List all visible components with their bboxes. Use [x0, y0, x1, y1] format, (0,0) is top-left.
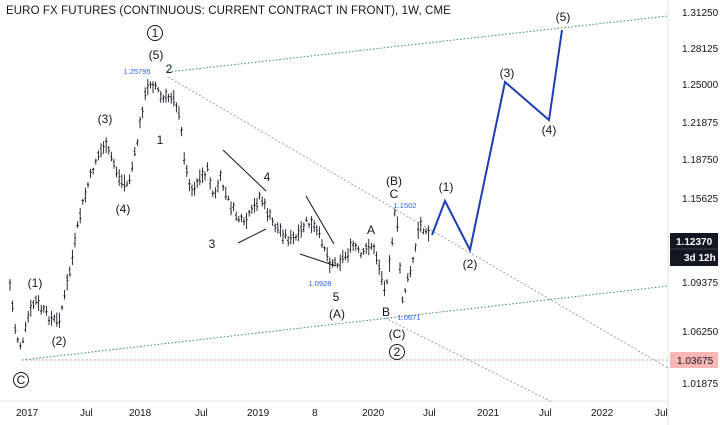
- wave-label: (C): [389, 327, 406, 341]
- x-tick: 2018: [129, 408, 152, 419]
- wave-label: (A): [329, 307, 345, 321]
- wave-label: 5: [333, 290, 340, 304]
- price-annotation: 1.1502: [394, 201, 417, 210]
- circled-wave-marker: [13, 372, 29, 388]
- wave-label: (5): [556, 10, 571, 24]
- wave-label: A: [367, 223, 375, 237]
- wave-label: (4): [542, 123, 557, 137]
- y-tick: 1.31250: [682, 8, 719, 19]
- last-price-badge: 1.12370 3d 12h: [670, 233, 718, 266]
- circled-labels: 1 2 C: [13, 25, 405, 388]
- x-tick: Jul: [539, 408, 552, 419]
- circled-wave-label: C: [17, 373, 26, 387]
- lower-channel-line: [21, 285, 669, 361]
- wave-label: 2: [166, 62, 173, 76]
- x-tick: 8: [312, 408, 318, 419]
- wedge-lines: [222, 149, 337, 267]
- last-price-value: 1.12370: [676, 237, 713, 248]
- x-tick: 2022: [591, 408, 614, 419]
- wedge-line: [299, 253, 337, 267]
- wave-label: (3): [98, 112, 113, 126]
- wave-label: (1): [28, 276, 43, 290]
- x-tick: Jul: [80, 408, 93, 419]
- wave-label: 4: [264, 170, 271, 184]
- reference-level-badge: 1.03675: [670, 352, 718, 368]
- y-tick: 1.25000: [682, 80, 719, 91]
- x-tick: 2019: [247, 408, 270, 419]
- wave-label: (3): [500, 66, 515, 80]
- upper-channel-line: [167, 15, 669, 73]
- price-annotation: 1.0928: [309, 279, 332, 288]
- wave-label: C: [390, 187, 399, 201]
- candlestick-series: [8, 79, 430, 350]
- price-annotations: 1.25795 1.1502 1.0928 1.0671: [123, 67, 420, 322]
- y-tick: 1.01875: [682, 379, 719, 390]
- price-annotation: 1.25795: [123, 67, 150, 76]
- price-axis: 1.31250 1.28125 1.25000 1.21875 1.18750 …: [682, 8, 719, 390]
- circled-wave-marker: [147, 25, 163, 41]
- y-tick: 1.18750: [682, 155, 719, 166]
- projection-path: [431, 29, 563, 253]
- wedge-line: [222, 149, 267, 192]
- x-tick: 2021: [477, 408, 500, 419]
- wave-label: (B): [386, 174, 402, 188]
- x-tick: Jul: [423, 408, 436, 419]
- wave-label: (1): [439, 180, 454, 194]
- wave-label: (2): [463, 257, 478, 271]
- y-tick: 1.21875: [682, 118, 719, 129]
- downtrend-line-lower: [384, 317, 553, 403]
- y-tick: 1.09375: [682, 278, 719, 289]
- y-tick: 1.06250: [682, 327, 719, 338]
- wave-labels: (1) (2) (3) (4) (5) 2 1 3 4 5 (A) A B (B…: [28, 10, 571, 348]
- chart-title: EURO FX FUTURES (CONTINUOUS: CURRENT CON…: [6, 5, 451, 17]
- circled-wave-label: 2: [394, 345, 401, 359]
- price-annotation: 1.0671: [398, 313, 421, 322]
- circled-wave-label: 1: [152, 26, 159, 40]
- x-tick: 2020: [362, 408, 385, 419]
- y-tick: 1.15625: [682, 194, 719, 205]
- time-axis: 2017 Jul 2018 Jul 2019 8 2020 Jul 2021 J…: [16, 408, 668, 419]
- wave-label: (2): [52, 334, 67, 348]
- wave-label: (4): [116, 202, 131, 216]
- wedge-line: [305, 195, 335, 245]
- reference-level-value: 1.03675: [677, 356, 714, 367]
- wave-label: 3: [209, 237, 216, 251]
- bar-countdown: 3d 12h: [684, 253, 716, 264]
- wave-label: B: [382, 305, 390, 319]
- y-tick: 1.28125: [682, 44, 719, 55]
- x-tick: 2017: [16, 408, 39, 419]
- wave-label: 1: [157, 133, 164, 147]
- wedge-line: [237, 228, 267, 244]
- wave-label: (5): [149, 48, 164, 62]
- circled-wave-marker: [389, 344, 405, 360]
- x-tick: Jul: [655, 408, 668, 419]
- x-tick: Jul: [195, 408, 208, 419]
- reference-badge-bg: [670, 352, 718, 368]
